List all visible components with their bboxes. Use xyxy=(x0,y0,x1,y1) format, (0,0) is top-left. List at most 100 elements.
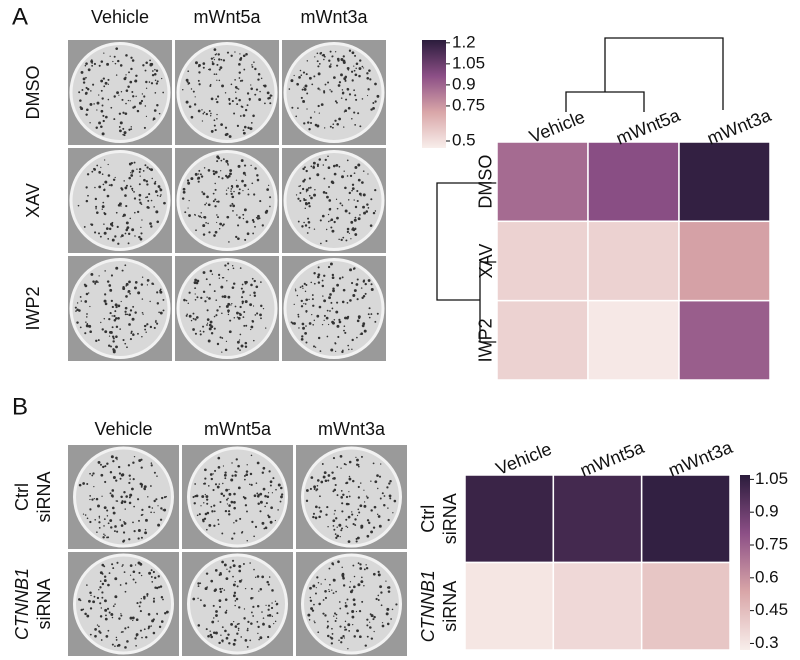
colony xyxy=(233,492,236,496)
colony xyxy=(106,607,110,610)
colony xyxy=(152,600,156,603)
colony xyxy=(218,58,221,61)
colony xyxy=(111,305,114,309)
colony xyxy=(249,303,253,307)
colony xyxy=(128,501,132,505)
colony xyxy=(266,188,269,191)
colony xyxy=(122,213,126,217)
colony xyxy=(224,133,228,137)
colony xyxy=(199,173,202,176)
colony xyxy=(91,474,94,477)
colony xyxy=(366,618,369,621)
colony xyxy=(297,220,300,223)
colony xyxy=(85,113,88,116)
colony xyxy=(351,338,354,342)
colony xyxy=(250,454,253,457)
colony xyxy=(358,192,362,196)
colony xyxy=(227,187,230,189)
colony xyxy=(199,582,202,585)
colony xyxy=(351,589,354,592)
colony xyxy=(223,563,227,567)
colony xyxy=(150,625,152,627)
colony xyxy=(300,96,303,99)
colony xyxy=(357,583,361,587)
colony xyxy=(364,282,367,286)
colony xyxy=(343,77,347,81)
colony xyxy=(240,531,243,534)
colony xyxy=(370,313,373,315)
colony xyxy=(323,314,326,317)
colony xyxy=(248,97,251,101)
colony xyxy=(207,339,211,343)
colony xyxy=(132,570,136,574)
colony xyxy=(319,219,322,222)
colony xyxy=(356,319,360,323)
colony xyxy=(133,161,136,164)
colony xyxy=(251,520,254,524)
column-label: Vehicle xyxy=(94,419,152,439)
colony xyxy=(328,588,330,591)
dish xyxy=(301,553,402,655)
colony xyxy=(138,235,141,239)
colony xyxy=(128,176,131,180)
colony xyxy=(149,325,153,329)
colony xyxy=(345,518,348,521)
colony xyxy=(259,636,263,640)
colony xyxy=(214,205,217,208)
colony xyxy=(238,579,242,583)
colony xyxy=(245,52,248,56)
colony xyxy=(362,67,365,69)
colony xyxy=(364,292,367,295)
colony xyxy=(304,166,306,169)
colony xyxy=(340,496,344,499)
colony xyxy=(238,606,241,609)
colony xyxy=(251,65,254,68)
colony xyxy=(79,106,82,109)
colony xyxy=(154,180,157,183)
colony xyxy=(313,485,317,489)
colony xyxy=(261,471,265,474)
colony xyxy=(360,580,364,584)
colony xyxy=(297,107,299,109)
colony xyxy=(332,519,336,523)
colony xyxy=(97,504,100,508)
colony xyxy=(239,267,242,269)
colony xyxy=(121,565,123,567)
colony xyxy=(364,644,367,647)
colony xyxy=(356,536,360,540)
colony xyxy=(125,54,128,57)
colony xyxy=(140,484,143,487)
colony xyxy=(106,194,110,198)
colony xyxy=(115,211,118,214)
colony xyxy=(218,305,221,308)
colony xyxy=(358,609,362,613)
colony xyxy=(250,164,252,167)
colony xyxy=(202,233,206,236)
colony xyxy=(359,504,363,508)
colony xyxy=(359,635,362,639)
colony xyxy=(135,633,139,636)
colony xyxy=(363,194,366,197)
colony xyxy=(237,191,241,195)
colony xyxy=(381,492,384,495)
colony xyxy=(236,124,240,127)
colony xyxy=(366,72,369,75)
colony xyxy=(139,629,142,632)
colony xyxy=(254,314,257,316)
colony xyxy=(100,89,103,92)
colony xyxy=(85,321,87,323)
colony xyxy=(115,500,118,502)
colony xyxy=(213,48,217,51)
colony xyxy=(134,286,137,290)
colony xyxy=(193,502,196,505)
colony xyxy=(323,299,327,303)
colony xyxy=(212,192,215,195)
colony xyxy=(223,473,227,477)
colony xyxy=(351,189,353,192)
colony xyxy=(162,298,165,301)
colony xyxy=(366,203,369,206)
colony xyxy=(326,626,329,629)
colony xyxy=(76,321,79,324)
colony xyxy=(150,575,153,578)
colony xyxy=(246,645,249,648)
